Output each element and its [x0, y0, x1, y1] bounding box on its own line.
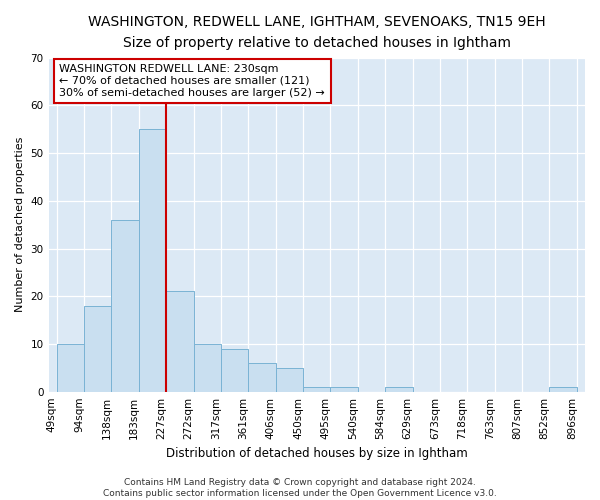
Bar [331, 387, 358, 392]
Title: WASHINGTON, REDWELL LANE, IGHTHAM, SEVENOAKS, TN15 9EH
Size of property relative: WASHINGTON, REDWELL LANE, IGHTHAM, SEVEN… [88, 15, 545, 50]
Text: WASHINGTON REDWELL LANE: 230sqm
← 70% of detached houses are smaller (121)
30% o: WASHINGTON REDWELL LANE: 230sqm ← 70% of… [59, 64, 325, 98]
Bar [385, 387, 413, 392]
Bar [550, 387, 577, 392]
Bar [221, 348, 248, 392]
Bar [57, 344, 84, 392]
Bar [276, 368, 303, 392]
Text: Contains HM Land Registry data © Crown copyright and database right 2024.
Contai: Contains HM Land Registry data © Crown c… [103, 478, 497, 498]
Bar [84, 306, 112, 392]
Bar [194, 344, 221, 392]
Bar [112, 220, 139, 392]
Bar [166, 292, 194, 392]
Bar [248, 363, 276, 392]
Bar [139, 130, 166, 392]
Bar [303, 387, 331, 392]
Y-axis label: Number of detached properties: Number of detached properties [15, 137, 25, 312]
X-axis label: Distribution of detached houses by size in Ightham: Distribution of detached houses by size … [166, 447, 467, 460]
